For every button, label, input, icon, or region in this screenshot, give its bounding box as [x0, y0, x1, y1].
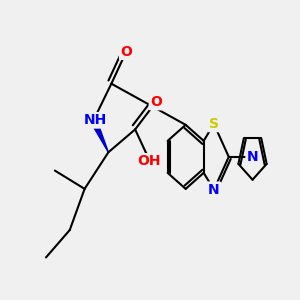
Text: O: O	[150, 95, 162, 109]
Text: N: N	[247, 150, 258, 164]
Text: O: O	[120, 45, 132, 59]
Polygon shape	[91, 118, 108, 152]
Text: OH: OH	[137, 154, 160, 168]
Text: NH: NH	[83, 113, 106, 127]
Text: N: N	[208, 183, 220, 197]
Text: S: S	[209, 117, 219, 131]
